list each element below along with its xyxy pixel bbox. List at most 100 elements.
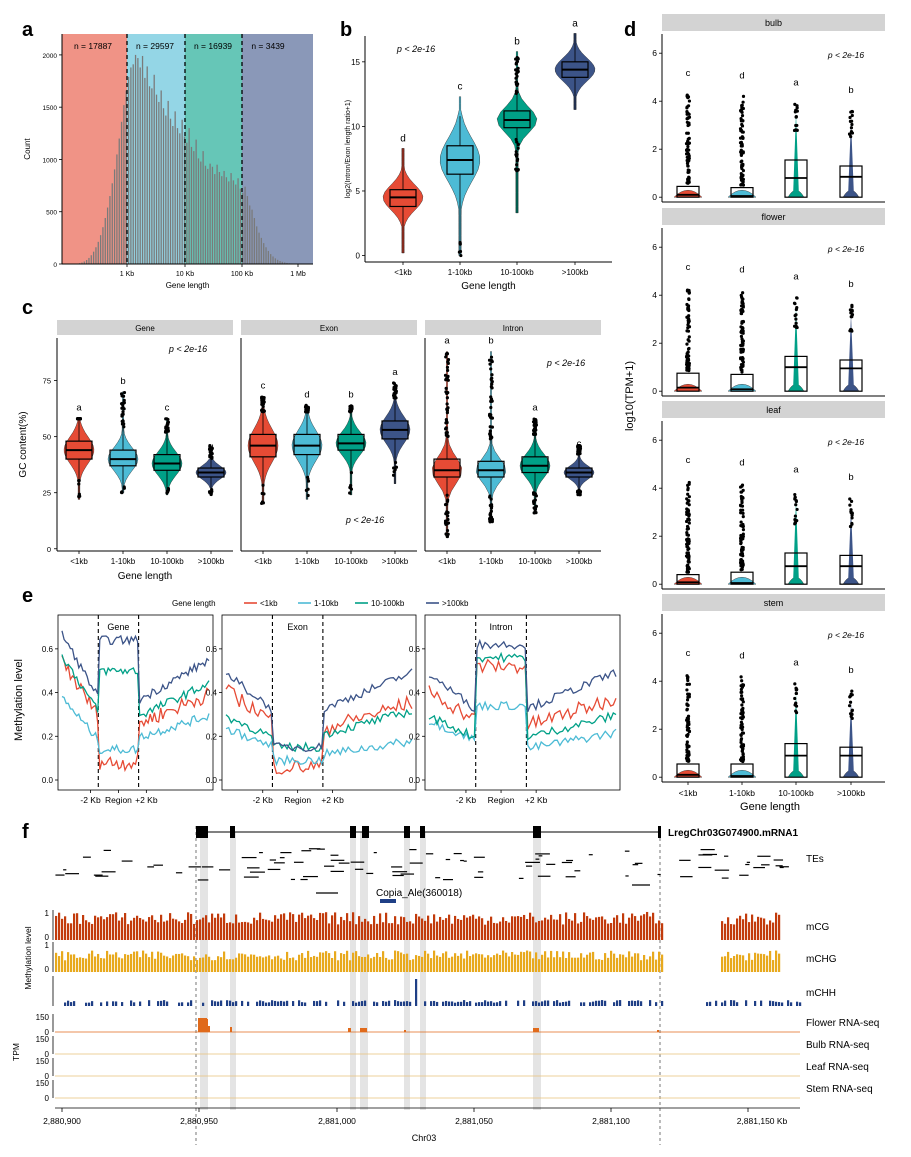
- outlier: [685, 289, 690, 293]
- meth-bar: [142, 919, 145, 940]
- meth-bar: [271, 1000, 274, 1006]
- outlier: [260, 395, 264, 399]
- meth-bar: [490, 916, 493, 940]
- meth-bar: [88, 922, 91, 940]
- meth-bar: [658, 951, 661, 972]
- meth-bar: [421, 918, 424, 940]
- x-tick-label: <1kb: [254, 557, 272, 566]
- gene-exon: [404, 826, 410, 838]
- outlier: [685, 342, 689, 346]
- violin-body: [554, 33, 596, 110]
- meth-bar: [748, 953, 751, 972]
- outlier: [739, 304, 744, 308]
- hist-bar: [270, 254, 272, 264]
- hist-bar: [106, 207, 109, 264]
- y-tick-label: 6: [652, 435, 657, 445]
- meth-bar: [325, 912, 328, 940]
- meth-bar: [109, 954, 112, 972]
- x-tick-label: <1kb: [438, 557, 456, 566]
- outlier: [685, 512, 689, 516]
- meth-bar: [442, 953, 445, 972]
- panel-label-c: c: [22, 297, 33, 319]
- violin-body: [382, 148, 424, 254]
- meth-bar: [175, 953, 178, 972]
- meth-bar: [460, 919, 463, 940]
- y-tick-label: 10: [351, 122, 360, 131]
- series-line: [61, 630, 210, 704]
- outlier: [445, 499, 450, 503]
- meth-bar: [343, 920, 346, 940]
- x-tick-label: >100kb: [562, 268, 589, 277]
- meth-bar: [460, 953, 463, 972]
- facet-title: flower: [761, 212, 785, 222]
- outlier: [532, 500, 536, 504]
- p-value: p < 2e-16: [827, 437, 864, 447]
- outlier: [490, 425, 494, 429]
- meth-bar: [403, 954, 406, 972]
- hist-bar: [228, 181, 230, 264]
- outlier: [687, 158, 691, 163]
- outlier: [516, 66, 520, 70]
- hist-bar: [83, 261, 85, 264]
- significance-letter: c: [686, 68, 691, 79]
- meth-bar: [187, 912, 190, 940]
- meth-bar: [658, 920, 661, 940]
- outlier: [210, 452, 214, 456]
- outlier: [685, 703, 689, 707]
- outlier: [741, 106, 745, 111]
- significance-letter: a: [444, 335, 450, 346]
- meth-bar: [505, 921, 508, 940]
- meth-bar: [364, 956, 367, 972]
- hist-bar: [153, 74, 155, 264]
- significance-letter: b: [348, 389, 353, 400]
- meth-bar: [661, 954, 664, 972]
- facet-title: stem: [764, 598, 784, 608]
- meth-bar: [208, 922, 211, 940]
- track-label: Leaf RNA-seq: [806, 1062, 869, 1073]
- x-tick-label: 10-100kb: [778, 788, 814, 798]
- gene-exon: [420, 826, 425, 838]
- outlier: [392, 381, 396, 385]
- outlier: [741, 524, 745, 528]
- y-tick-label: 6: [652, 48, 657, 58]
- meth-bar: [469, 1001, 472, 1006]
- meth-bar: [637, 920, 640, 940]
- x-tick-label: 1-10kb: [479, 557, 504, 566]
- meth-bar: [145, 921, 148, 940]
- outlier: [210, 489, 214, 494]
- meth-bar: [283, 959, 286, 972]
- meth-bar: [487, 955, 490, 972]
- violin: [382, 148, 424, 254]
- outlier: [741, 683, 745, 688]
- meth-bar: [433, 950, 436, 972]
- facet-gene: Gene a <1kb b 1-10kb c 10-100kb d >100kb: [56, 320, 233, 566]
- outlier: [121, 401, 125, 405]
- violin: [107, 391, 139, 493]
- meth-bar: [163, 1000, 166, 1006]
- facet-title: Gene: [135, 324, 155, 333]
- violin: [839, 497, 863, 585]
- legend-item: 10-100kb: [355, 599, 405, 608]
- meth-bar: [55, 952, 58, 972]
- meth-bar: [709, 1001, 712, 1006]
- outlier: [391, 473, 396, 477]
- outlier: [739, 558, 743, 562]
- meth-bar: [157, 922, 160, 940]
- hist-bar: [109, 196, 111, 264]
- meth-bar: [619, 1000, 622, 1006]
- meth-bar: [481, 918, 484, 940]
- meth-bar: [478, 916, 481, 940]
- outlier: [445, 411, 449, 415]
- meth-bar: [265, 919, 268, 940]
- rna-bar: [203, 1018, 204, 1032]
- meth-bar: [595, 959, 598, 972]
- meth-bar: [412, 923, 415, 940]
- rna-bar: [538, 1028, 539, 1032]
- outlier: [165, 491, 169, 495]
- hist-bar: [230, 173, 232, 264]
- outlier: [687, 121, 691, 125]
- panel-label-d: d: [624, 19, 636, 41]
- legend-item: >100kb: [426, 599, 469, 608]
- outlier: [740, 690, 744, 694]
